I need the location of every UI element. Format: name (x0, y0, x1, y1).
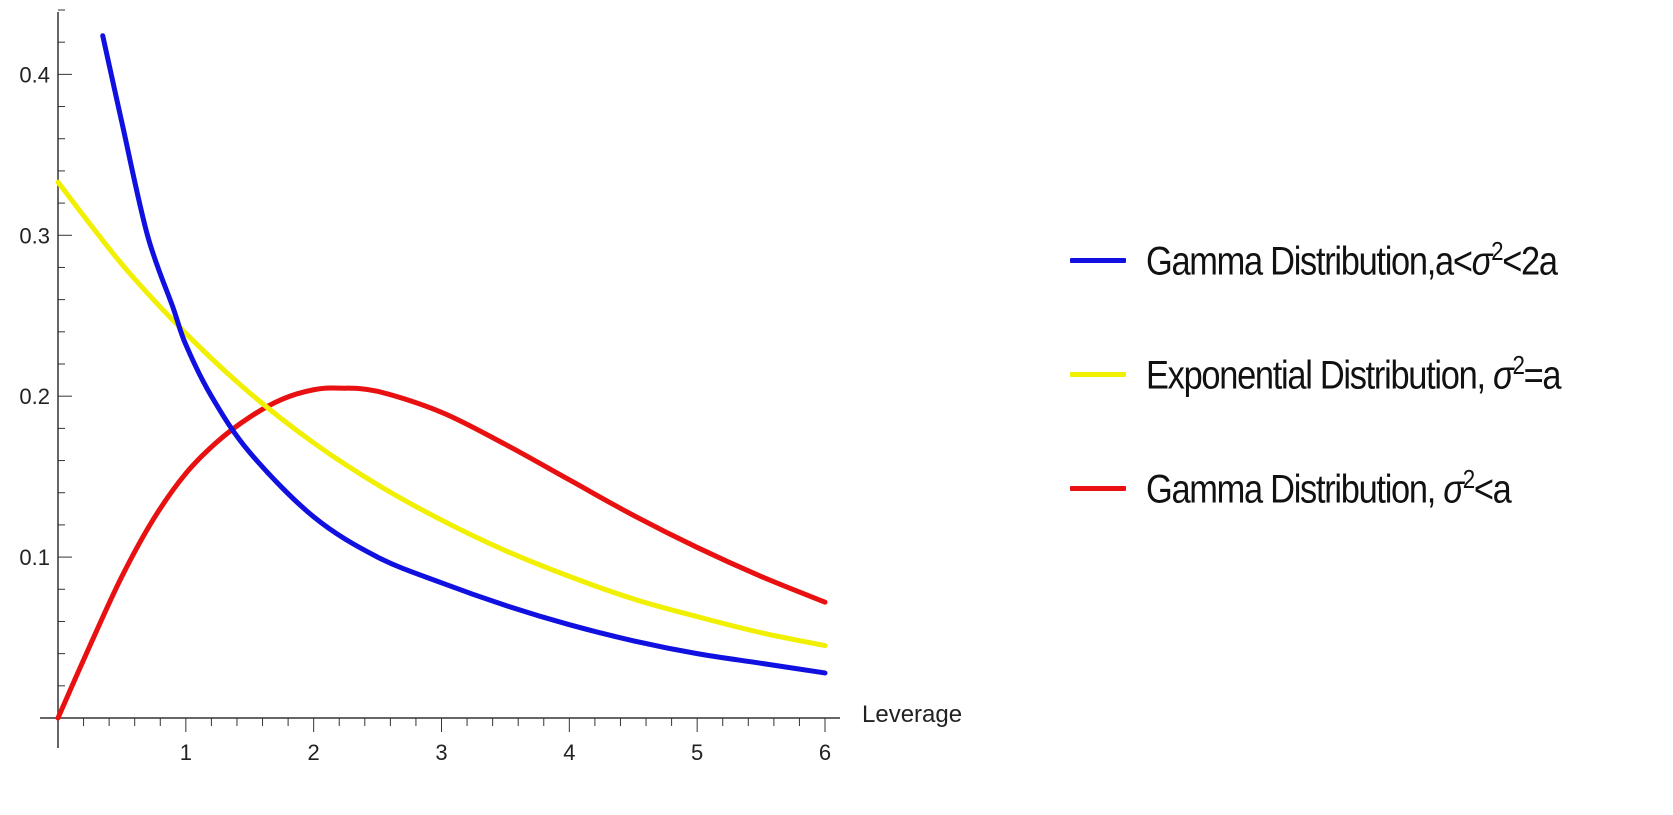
y-tick-label: 0.1 (19, 545, 50, 570)
x-tick-label: 5 (691, 740, 703, 765)
legend-item-gamma-wide: Gamma Distribution,a<σ2<2a (1070, 228, 1628, 292)
legend-item-gamma-narrow: Gamma Distribution, σ2<a (1070, 456, 1628, 520)
legend-swatch (1070, 257, 1126, 263)
x-tick-label: 6 (819, 740, 831, 765)
series-layer (55, 33, 828, 721)
legend-item-exponential: Exponential Distribution, σ2=a (1070, 342, 1628, 406)
legend: Gamma Distribution,a<σ2<2a Exponential D… (1070, 228, 1628, 520)
x-tick-label: 4 (563, 740, 575, 765)
x-axis-title: Leverage (862, 701, 962, 728)
y-tick-label: 0.2 (19, 384, 50, 409)
x-tick-label: 2 (308, 740, 320, 765)
y-tick-label: 0.3 (19, 223, 50, 248)
legend-swatch (1070, 371, 1126, 377)
legend-swatch (1070, 485, 1126, 491)
legend-label: Exponential Distribution, σ2=a (1146, 349, 1562, 398)
x-tick-label: 3 (435, 740, 447, 765)
x-tick-label: 1 (180, 740, 192, 765)
series-line-0 (100, 33, 828, 676)
series-line-2 (55, 385, 828, 721)
y-tick-label: 0.4 (19, 62, 50, 87)
legend-label: Gamma Distribution,a<σ2<2a (1146, 235, 1558, 284)
axes: 1 2 3 4 5 6 0.1 0.2 0.3 0.4 Leverage (19, 9, 962, 765)
legend-label: Gamma Distribution, σ2<a (1146, 463, 1512, 512)
